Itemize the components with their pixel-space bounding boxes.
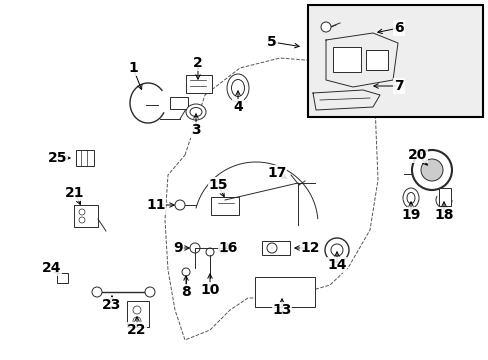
Text: 15: 15 [208,178,227,192]
Circle shape [145,287,155,297]
Ellipse shape [185,104,205,120]
Text: 24: 24 [42,261,61,275]
Circle shape [325,238,348,262]
Bar [332,47,360,72]
Text: 9: 9 [173,241,183,255]
Ellipse shape [402,188,418,208]
Text: 25: 25 [48,151,68,165]
Ellipse shape [231,80,244,96]
Text: 22: 22 [127,323,146,337]
Bar [365,50,387,70]
Ellipse shape [226,74,248,102]
Text: 23: 23 [102,298,122,312]
Text: 4: 4 [233,100,243,114]
Ellipse shape [190,108,202,117]
Circle shape [133,317,141,325]
Text: 3: 3 [191,123,201,137]
Text: 11: 11 [146,198,165,212]
Bar [262,241,289,255]
Text: 18: 18 [433,208,453,222]
Circle shape [219,243,228,253]
Text: 14: 14 [326,258,346,272]
Circle shape [79,209,85,215]
Bar [76,150,94,166]
Text: 8: 8 [181,285,190,299]
Text: 17: 17 [267,166,286,180]
Circle shape [175,200,184,210]
Circle shape [79,217,85,223]
Bar [307,5,482,117]
Circle shape [190,243,200,253]
Text: 16: 16 [218,241,237,255]
Bar [254,277,314,307]
Text: 12: 12 [300,241,319,255]
Bar [170,97,187,109]
Bar [185,75,212,93]
Text: 2: 2 [193,56,203,70]
Text: 6: 6 [393,21,403,35]
Text: 19: 19 [401,208,420,222]
Ellipse shape [406,193,414,203]
Bar [74,205,98,227]
Circle shape [420,159,442,181]
Bar [438,188,450,206]
Text: 7: 7 [393,79,403,93]
Bar [127,301,149,327]
Text: 21: 21 [65,186,84,200]
Circle shape [92,287,102,297]
Circle shape [320,22,330,32]
Text: 13: 13 [272,303,291,317]
Circle shape [133,306,141,314]
Circle shape [205,248,214,256]
Bar [57,273,68,283]
Circle shape [330,244,342,256]
Circle shape [182,268,190,276]
Circle shape [411,150,451,190]
Text: 1: 1 [128,61,138,75]
Text: 5: 5 [266,35,276,49]
Text: 10: 10 [200,283,219,297]
Ellipse shape [266,243,276,253]
Bar [210,197,239,215]
Text: 20: 20 [407,148,427,162]
